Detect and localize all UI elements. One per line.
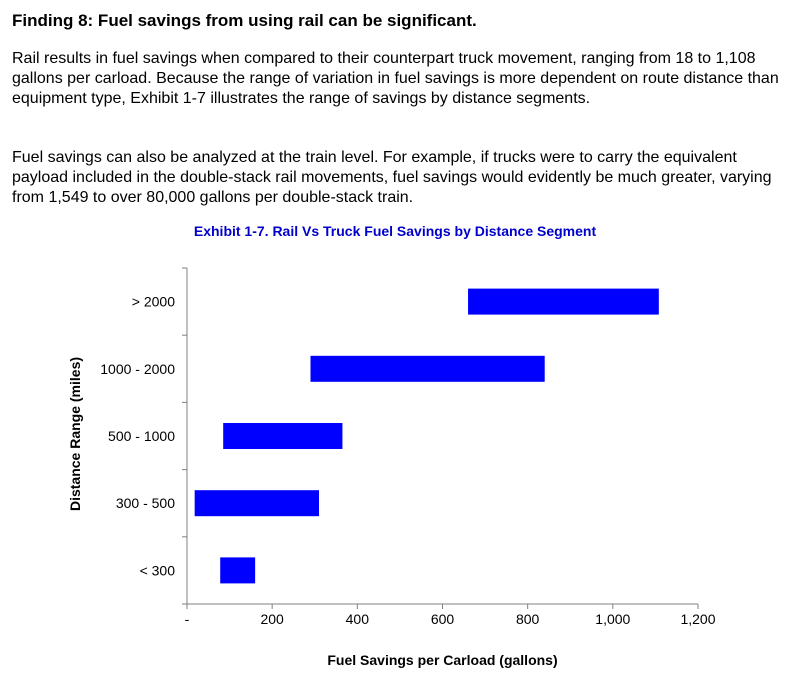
y-tick-label: 500 - 1000 [108, 428, 175, 444]
bar-3 [194, 490, 320, 517]
x-tick-label: 600 [431, 611, 455, 627]
y-ticks-group: > 2000 1000 - 2000 500 - 1000 300 - 500 < 30… [100, 267, 187, 605]
body-paragraph-2: Fuel savings can also be analyzed at the… [12, 149, 772, 206]
x-tick-label: 1,200 [680, 611, 715, 627]
bar-1 [310, 355, 545, 382]
y-tick-label: 1000 - 2000 [100, 361, 175, 377]
y-axis-label: Distance Range (miles) [67, 357, 83, 511]
x-tick-label: - [185, 611, 190, 627]
y-tick-label: > 2000 [132, 294, 175, 310]
y-tick-label: 300 - 500 [116, 495, 175, 511]
chart-title: Exhibit 1-7. Rail Vs Truck Fuel Savings … [193, 223, 597, 239]
finding-heading: Finding 8: Fuel savings from using rail … [12, 11, 477, 30]
y-tick-label: < 300 [140, 562, 176, 578]
x-tick-label: 400 [346, 611, 370, 627]
bars-group [194, 288, 659, 584]
x-tick-label: 200 [260, 611, 284, 627]
x-axis-label: Fuel Savings per Carload (gallons) [327, 652, 557, 668]
x-ticks-group: - 200 400 600 800 1,000 1,200 [185, 604, 716, 627]
body-paragraph-1: Rail results in fuel savings when compar… [12, 50, 779, 107]
x-tick-label: 1,000 [595, 611, 630, 627]
bar-0 [468, 288, 659, 315]
x-tick-label: 800 [516, 611, 540, 627]
bar-4 [220, 557, 256, 584]
bar-2 [223, 423, 343, 449]
